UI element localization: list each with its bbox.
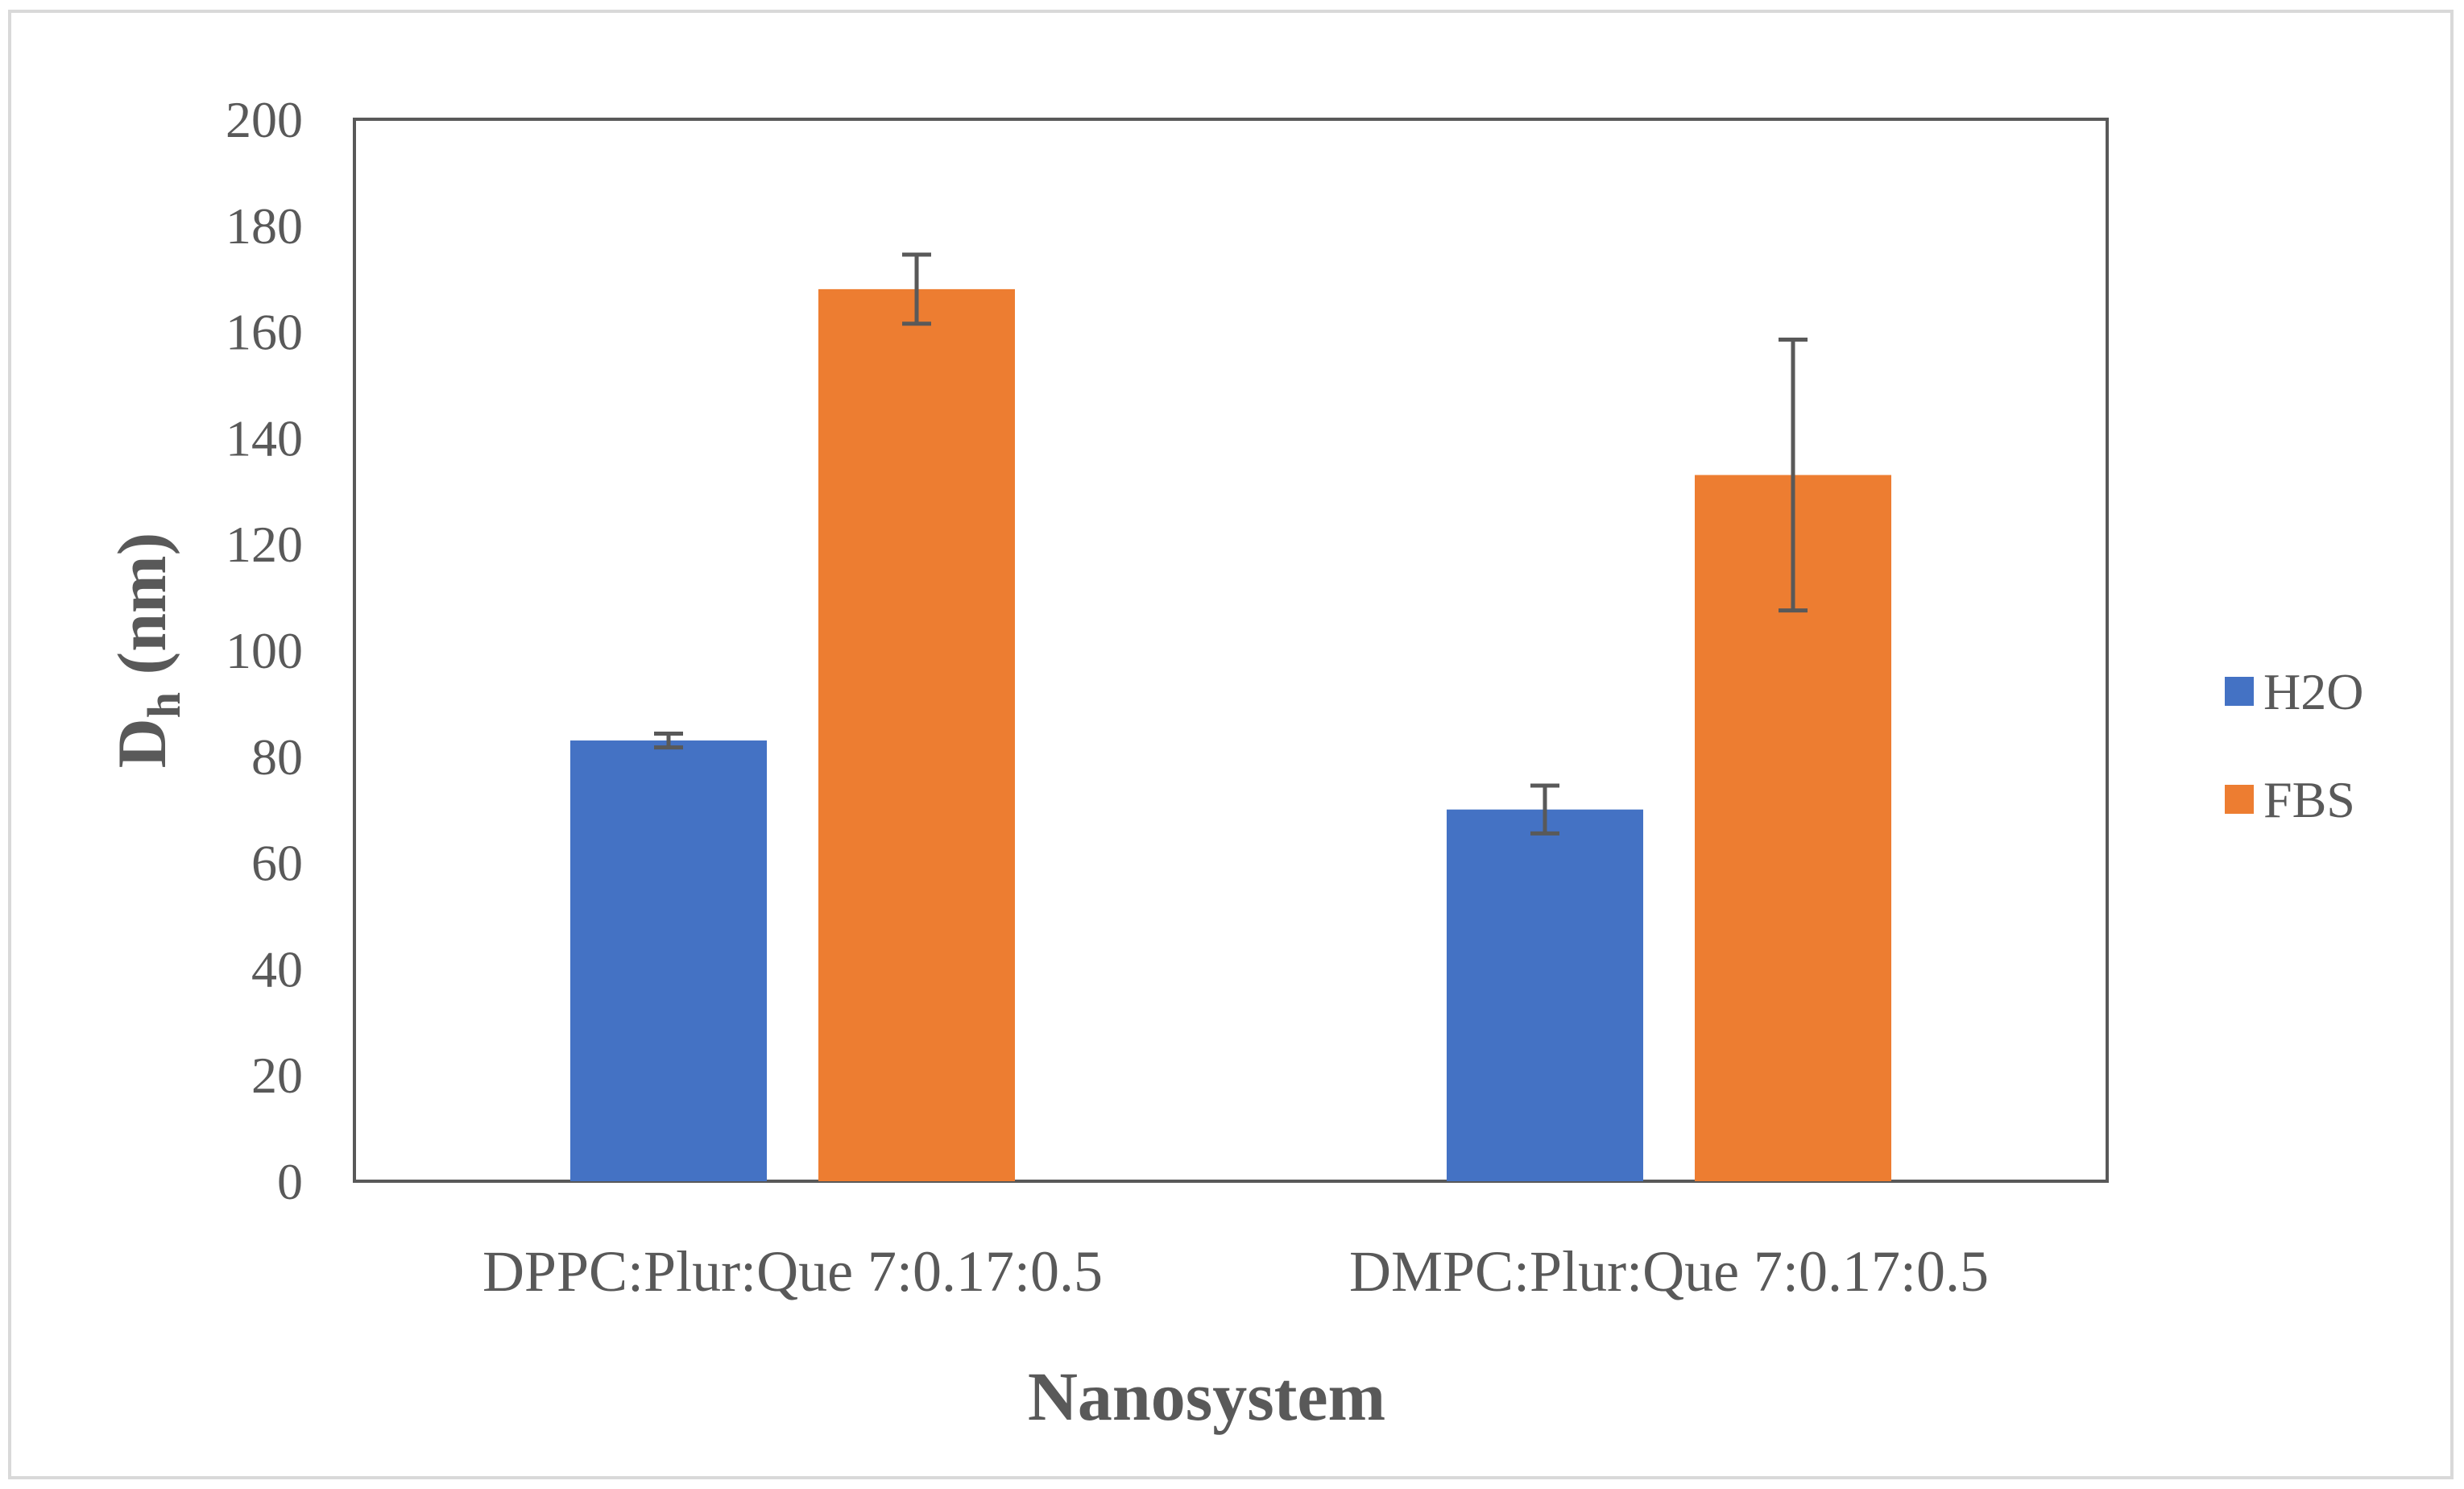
y-axis-title-main: D: [103, 718, 180, 768]
chart-border: [8, 10, 2454, 1479]
y-tick-label: 140: [226, 409, 303, 467]
y-tick-label: 160: [226, 304, 303, 361]
y-tick-label: 180: [226, 197, 303, 255]
bar-h2o-0: [570, 740, 767, 1181]
x-category-label: DMPC:Plur:Que 7:0.17:0.5: [1349, 1239, 1989, 1304]
bars: [570, 288, 1891, 1181]
y-ticks: 0 20 40 60 80 100 120 140 160 180 200: [226, 91, 303, 1210]
bar-fbs-0: [818, 288, 1015, 1181]
y-tick-label: 200: [226, 91, 303, 148]
y-tick-label: 80: [251, 728, 303, 786]
y-tick-label: 120: [226, 516, 303, 573]
category-labels: DPPC:Plur:Que 7:0.17:0.5 DMPC:Plur:Que 7:…: [482, 1239, 1989, 1304]
error-bar-fbs-1: [1779, 337, 1808, 613]
legend-label-fbs: FBS: [2263, 771, 2355, 828]
legend: H2O FBS: [2225, 663, 2363, 828]
error-bar-h2o-0: [654, 731, 683, 750]
y-tick-label: 40: [251, 940, 303, 998]
legend-swatch-fbs: [2225, 785, 2254, 814]
y-tick-label: 100: [226, 622, 303, 679]
x-axis-title: Nanosystem: [1028, 1358, 1385, 1435]
error-bar-fbs-0: [902, 252, 931, 326]
bar-h2o-1: [1447, 809, 1643, 1181]
error-bar-h2o-1: [1530, 783, 1559, 836]
y-tick-label: 20: [251, 1047, 303, 1104]
legend-swatch-h2o: [2225, 677, 2254, 706]
y-tick-label: 0: [277, 1153, 303, 1210]
error-bars: [654, 252, 1808, 836]
x-category-label: DPPC:Plur:Que 7:0.17:0.5: [482, 1239, 1103, 1304]
legend-label-h2o: H2O: [2263, 663, 2363, 720]
plot-area: [353, 118, 2109, 1183]
y-axis-title: Dh (nm): [103, 533, 190, 769]
y-axis-title-sub: h: [138, 692, 190, 718]
y-tick-label: 60: [251, 835, 303, 892]
y-axis-title-suffix: (nm): [103, 533, 180, 692]
